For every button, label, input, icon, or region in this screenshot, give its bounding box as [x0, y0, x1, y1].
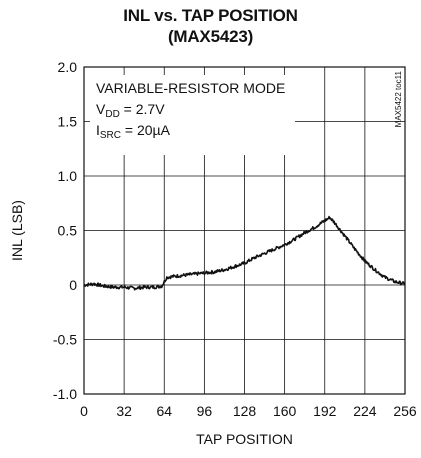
annotation-box: VARIABLE-RESISTOR MODE VDD = 2.7V ISRC =… — [90, 75, 295, 155]
y-tick-labels: 2.0 1.5 1.0 0.5 0 -0.5 -1.0 — [53, 59, 77, 402]
isrc-symbol: I — [96, 122, 100, 138]
y-tick-label: -0.5 — [53, 332, 77, 348]
x-tick-label: 32 — [116, 403, 132, 419]
annotation-background — [90, 75, 295, 155]
y-tick-label: 1.0 — [58, 168, 78, 184]
chart-subtitle: (MAX5423) — [167, 27, 254, 46]
vdd-symbol: V — [96, 101, 106, 117]
annotation-vdd: VDD = 2.7V — [96, 101, 165, 120]
x-axis-label: TAP POSITION — [196, 431, 293, 447]
y-tick-label: 0.5 — [58, 223, 78, 239]
y-axis-label: INL (LSB) — [9, 200, 25, 261]
plot-frame — [83, 66, 406, 395]
chart-title: INL vs. TAP POSITION — [123, 6, 298, 25]
y-tick-label: -1.0 — [53, 386, 77, 402]
x-tick-labels: 0 32 64 96 128 160 192 224 256 — [80, 403, 417, 419]
vdd-value: = 2.7V — [120, 101, 165, 117]
x-tick-label: 224 — [353, 403, 377, 419]
y-tick-label: 0 — [69, 277, 77, 293]
x-tick-label: 256 — [393, 403, 417, 419]
vdd-subscript: DD — [105, 109, 119, 120]
isrc-value: = 20µA — [121, 122, 171, 138]
series-line — [83, 215, 406, 291]
x-tick-label: 128 — [233, 403, 257, 419]
y-tick-label: 1.5 — [58, 114, 78, 130]
annotation-isrc: ISRC = 20µA — [96, 122, 171, 141]
x-tick-label: 160 — [273, 403, 297, 419]
x-tick-label: 192 — [313, 403, 337, 419]
y-tick-label: 2.0 — [58, 59, 78, 75]
x-tick-label: 96 — [197, 403, 213, 419]
series-group — [83, 215, 406, 291]
figure-watermark: MAX5422 toc11 — [394, 70, 403, 127]
x-tick-label: 0 — [80, 403, 88, 419]
annotation-mode: VARIABLE-RESISTOR MODE — [96, 80, 285, 96]
isrc-subscript: SRC — [100, 130, 121, 141]
x-tick-label: 64 — [156, 403, 172, 419]
